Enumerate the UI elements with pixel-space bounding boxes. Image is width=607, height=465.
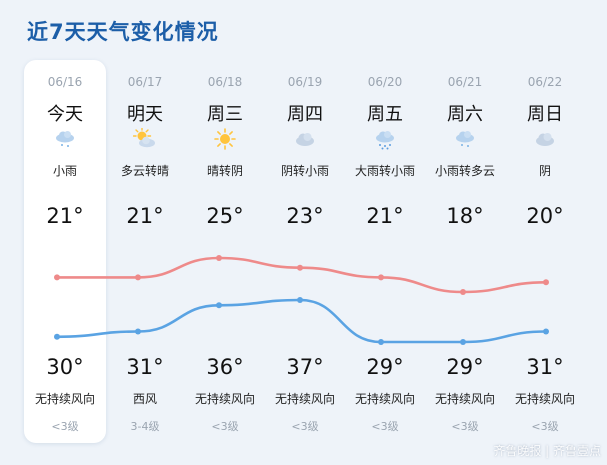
weather-condition: 多云转晴 xyxy=(120,164,169,178)
weather-condition: 阴 xyxy=(538,164,551,178)
wind-level: 3-4级 xyxy=(130,420,160,433)
wind-level: <3级 xyxy=(371,420,399,433)
day-name: 周日 xyxy=(527,104,563,125)
temperature-top: 25° xyxy=(206,204,244,228)
temperature-bottom: 29° xyxy=(366,355,404,379)
drizzle-icon xyxy=(456,131,474,147)
day-date: 06/19 xyxy=(287,75,323,89)
day-column-2[interactable]: 06/18 周三晴转阴 25° 36° 无持续风向 <3级 xyxy=(185,60,265,443)
cloud-icon xyxy=(536,133,554,146)
weather-condition: 阴转小雨 xyxy=(280,164,329,178)
temperature-top: 23° xyxy=(286,204,324,228)
day-column-3[interactable]: 06/19 周四阴转小雨 23° 37° 无持续风向 <3级 xyxy=(265,60,345,443)
day-date: 06/20 xyxy=(367,75,403,89)
temperature-bottom: 29° xyxy=(446,355,484,379)
day-column-0[interactable]: 06/16 今天小雨 21° 30° 无持续风向 <3级 xyxy=(25,60,105,443)
day-name: 周四 xyxy=(287,104,323,125)
day-column-5[interactable]: 06/21 周六小雨转多云 18° 29° 无持续风向 <3级 xyxy=(425,60,505,443)
day-name: 明天 xyxy=(127,104,163,125)
wind-direction: 无持续风向 xyxy=(434,392,495,406)
temperature-top: 21° xyxy=(46,204,84,228)
wind-level: <3级 xyxy=(51,420,79,433)
partly-cloudy-icon xyxy=(133,128,155,148)
temperature-top: 20° xyxy=(526,204,564,228)
weather-condition: 小雨 xyxy=(52,164,77,178)
drizzle-icon xyxy=(56,131,74,147)
wind-level: <3级 xyxy=(291,420,319,433)
day-date: 06/16 xyxy=(47,75,83,89)
temperature-top: 21° xyxy=(126,204,164,228)
wind-direction: 无持续风向 xyxy=(194,392,255,406)
today-card[interactable] xyxy=(24,60,106,443)
day-name: 今天 xyxy=(47,104,83,125)
temperature-bottom: 36° xyxy=(206,355,244,379)
wind-direction: 无持续风向 xyxy=(514,392,575,406)
temperature-bottom: 31° xyxy=(126,355,164,379)
temperature-bottom: 37° xyxy=(286,355,324,379)
day-date: 06/17 xyxy=(127,75,163,89)
wind-direction: 无持续风向 xyxy=(354,392,415,406)
day-column-6[interactable]: 06/22 周日阴 20° 31° 无持续风向 <3级 xyxy=(505,60,585,443)
wind-direction: 无持续风向 xyxy=(274,392,335,406)
day-date: 06/18 xyxy=(207,75,243,89)
temperature-top: 21° xyxy=(366,204,404,228)
day-date: 06/21 xyxy=(447,75,483,89)
day-name: 周五 xyxy=(367,104,403,125)
temperature-bottom: 30° xyxy=(46,355,84,379)
day-name: 周三 xyxy=(207,104,243,125)
weather-condition: 晴转阴 xyxy=(206,164,243,178)
day-column-4[interactable]: 06/20 周五大雨转小雨 21° 29° 无持续风向 <3级 xyxy=(345,60,425,443)
wind-level: <3级 xyxy=(451,420,479,433)
page-title: 近7天天气变化情况 xyxy=(27,20,219,44)
wind-direction: 西风 xyxy=(132,392,157,406)
cloud-icon xyxy=(296,133,314,146)
day-name: 周六 xyxy=(447,104,483,125)
sun-icon xyxy=(214,128,236,150)
day-date: 06/22 xyxy=(527,75,563,89)
temperature-top: 18° xyxy=(446,204,484,228)
temperature-bottom: 31° xyxy=(526,355,564,379)
watermark: 齐鲁晚报 | 齐鲁壹点 xyxy=(493,444,601,458)
wind-level: <3级 xyxy=(211,420,239,433)
wind-direction: 无持续风向 xyxy=(34,392,95,406)
day-column-1[interactable]: 06/17 明天多云转晴 21° 31° 西风 3-4级 xyxy=(105,60,185,443)
heavy-rain-icon xyxy=(376,131,394,150)
weather-condition: 大雨转小雨 xyxy=(354,164,415,178)
wind-level: <3级 xyxy=(531,420,559,433)
weather-condition: 小雨转多云 xyxy=(434,164,495,178)
